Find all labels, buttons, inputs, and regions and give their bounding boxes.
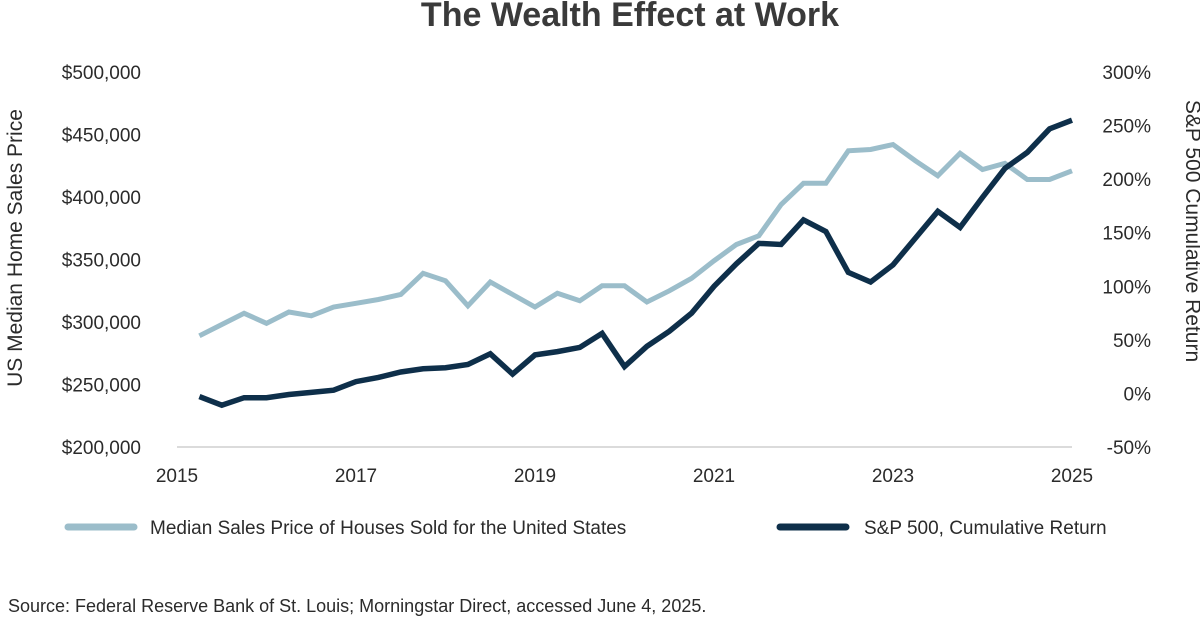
x-tick-label: 2025 (1051, 466, 1093, 487)
source-note: Source: Federal Reserve Bank of St. Loui… (8, 596, 706, 616)
right-axis-ticks: 300% 250% 200% 150% 100% 50% 0% -50% (1102, 63, 1151, 459)
left-tick-label: $300,000 (62, 313, 141, 334)
left-tick-label: $350,000 (62, 251, 141, 272)
right-tick-label: 50% (1113, 331, 1151, 352)
x-tick-label: 2019 (514, 466, 556, 487)
right-tick-label: -50% (1107, 438, 1151, 459)
x-axis-ticks: 2015 2017 2019 2021 2023 2025 (156, 466, 1093, 487)
right-tick-label: 100% (1102, 277, 1151, 298)
series-line-home-price (198, 141, 1073, 339)
left-axis-ticks: $500,000 $450,000 $400,000 $350,000 $300,000… (62, 63, 141, 459)
right-tick-label: 200% (1102, 170, 1151, 191)
series-line-sp500 (198, 117, 1073, 409)
left-tick-label: $200,000 (62, 438, 141, 459)
left-tick-label: $250,000 (62, 376, 141, 397)
left-tick-label: $400,000 (62, 188, 141, 209)
left-tick-label: $450,000 (62, 126, 141, 147)
right-tick-label: 250% (1102, 117, 1151, 138)
legend-label-home-price: Median Sales Price of Houses Sold for th… (150, 518, 626, 539)
legend: Median Sales Price of Houses Sold for th… (64, 518, 1107, 539)
x-tick-label: 2023 (872, 466, 914, 487)
series-layer (198, 117, 1073, 409)
right-tick-label: 300% (1102, 63, 1151, 84)
right-tick-label: 150% (1102, 224, 1151, 245)
x-tick-label: 2021 (693, 466, 735, 487)
x-tick-label: 2015 (156, 466, 198, 487)
chart-title: The Wealth Effect at Work (421, 0, 839, 34)
legend-label-sp500: S&P 500, Cumulative Return (864, 518, 1107, 539)
x-tick-label: 2017 (335, 466, 377, 487)
right-tick-label: 0% (1124, 384, 1152, 405)
left-tick-label: $500,000 (62, 63, 141, 84)
right-axis-title: S&P 500 Cumulative Return (1181, 100, 1200, 362)
left-axis-title: US Median Home Sales Price (4, 109, 27, 387)
